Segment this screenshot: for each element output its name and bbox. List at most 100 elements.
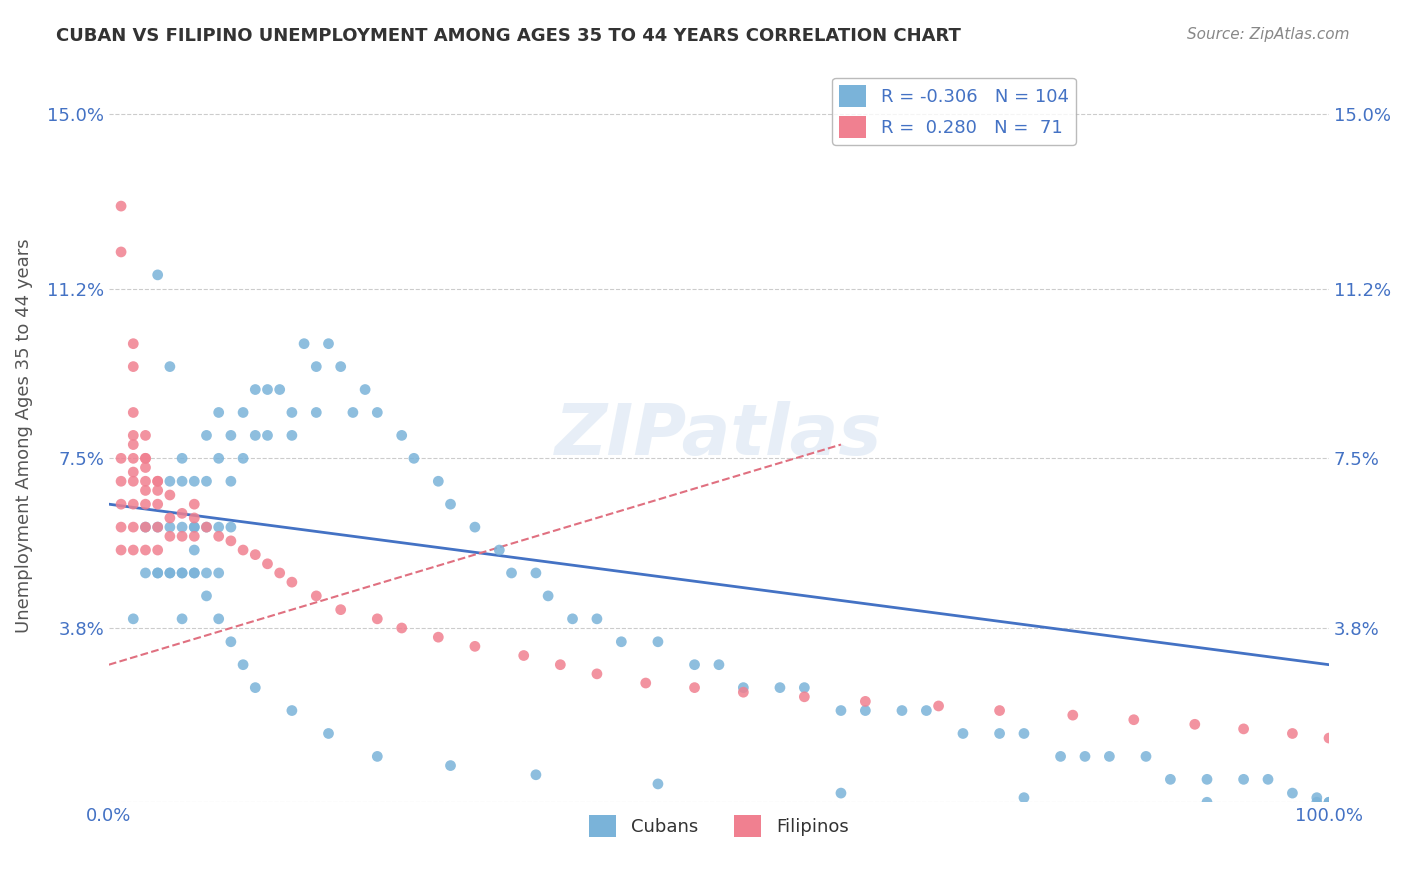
Point: [318, 336, 340, 351]
Point: [110, 475, 132, 489]
Point: [122, 359, 145, 374]
Point: [110, 520, 132, 534]
Point: [146, 543, 169, 558]
Point: [195, 566, 218, 580]
Point: [172, 475, 194, 489]
Point: [793, 690, 815, 704]
Point: [305, 405, 328, 419]
Point: [172, 529, 194, 543]
Point: [245, 428, 267, 442]
Point: [219, 533, 242, 548]
Point: [329, 602, 352, 616]
Point: [110, 244, 132, 259]
Point: [172, 520, 194, 534]
Point: [183, 475, 205, 489]
Point: [159, 511, 181, 525]
Point: [354, 383, 377, 397]
Point: [1159, 772, 1181, 787]
Point: [195, 520, 218, 534]
Point: [318, 726, 340, 740]
Point: [159, 359, 181, 374]
Point: [1281, 726, 1303, 740]
Point: [122, 336, 145, 351]
Point: [733, 681, 755, 695]
Point: [122, 497, 145, 511]
Point: [501, 566, 523, 580]
Point: [610, 634, 633, 648]
Point: [146, 475, 169, 489]
Point: [146, 475, 169, 489]
Y-axis label: Unemployment Among Ages 35 to 44 years: Unemployment Among Ages 35 to 44 years: [15, 238, 32, 632]
Point: [122, 437, 145, 451]
Point: [391, 428, 413, 442]
Point: [586, 612, 609, 626]
Point: [439, 497, 461, 511]
Point: [683, 657, 706, 672]
Point: [183, 543, 205, 558]
Point: [915, 704, 938, 718]
Point: [988, 726, 1011, 740]
Point: [134, 520, 156, 534]
Point: [707, 657, 730, 672]
Point: [256, 557, 278, 571]
Point: [122, 520, 145, 534]
Point: [305, 589, 328, 603]
Point: [172, 507, 194, 521]
Point: [159, 520, 181, 534]
Point: [172, 566, 194, 580]
Point: [134, 451, 156, 466]
Point: [208, 566, 231, 580]
Point: [1232, 772, 1254, 787]
Point: [183, 497, 205, 511]
Point: [219, 520, 242, 534]
Point: [183, 520, 205, 534]
Point: [146, 520, 169, 534]
Point: [122, 428, 145, 442]
Point: [561, 612, 583, 626]
Point: [1232, 722, 1254, 736]
Text: CUBAN VS FILIPINO UNEMPLOYMENT AMONG AGES 35 TO 44 YEARS CORRELATION CHART: CUBAN VS FILIPINO UNEMPLOYMENT AMONG AGE…: [56, 27, 962, 45]
Point: [439, 758, 461, 772]
Point: [1012, 726, 1035, 740]
Text: ZIPatlas: ZIPatlas: [555, 401, 883, 470]
Legend: Cubans, Filipinos: Cubans, Filipinos: [582, 808, 856, 845]
Point: [342, 405, 364, 419]
Point: [281, 704, 304, 718]
Point: [281, 405, 304, 419]
Point: [110, 543, 132, 558]
Point: [208, 612, 231, 626]
Point: [464, 640, 486, 654]
Point: [122, 405, 145, 419]
Point: [146, 483, 169, 498]
Point: [232, 657, 254, 672]
Point: [146, 497, 169, 511]
Point: [245, 548, 267, 562]
Point: [195, 589, 218, 603]
Point: [232, 543, 254, 558]
Point: [524, 566, 547, 580]
Point: [634, 676, 657, 690]
Point: [1062, 708, 1084, 723]
Point: [769, 681, 792, 695]
Point: [952, 726, 974, 740]
Point: [159, 488, 181, 502]
Point: [1012, 790, 1035, 805]
Point: [391, 621, 413, 635]
Point: [122, 465, 145, 479]
Point: [537, 589, 560, 603]
Point: [329, 359, 352, 374]
Point: [366, 405, 388, 419]
Point: [195, 520, 218, 534]
Point: [183, 566, 205, 580]
Point: [134, 451, 156, 466]
Point: [134, 460, 156, 475]
Point: [183, 529, 205, 543]
Point: [159, 529, 181, 543]
Point: [134, 543, 156, 558]
Point: [245, 383, 267, 397]
Point: [733, 685, 755, 699]
Point: [269, 383, 291, 397]
Point: [208, 529, 231, 543]
Point: [208, 520, 231, 534]
Point: [122, 451, 145, 466]
